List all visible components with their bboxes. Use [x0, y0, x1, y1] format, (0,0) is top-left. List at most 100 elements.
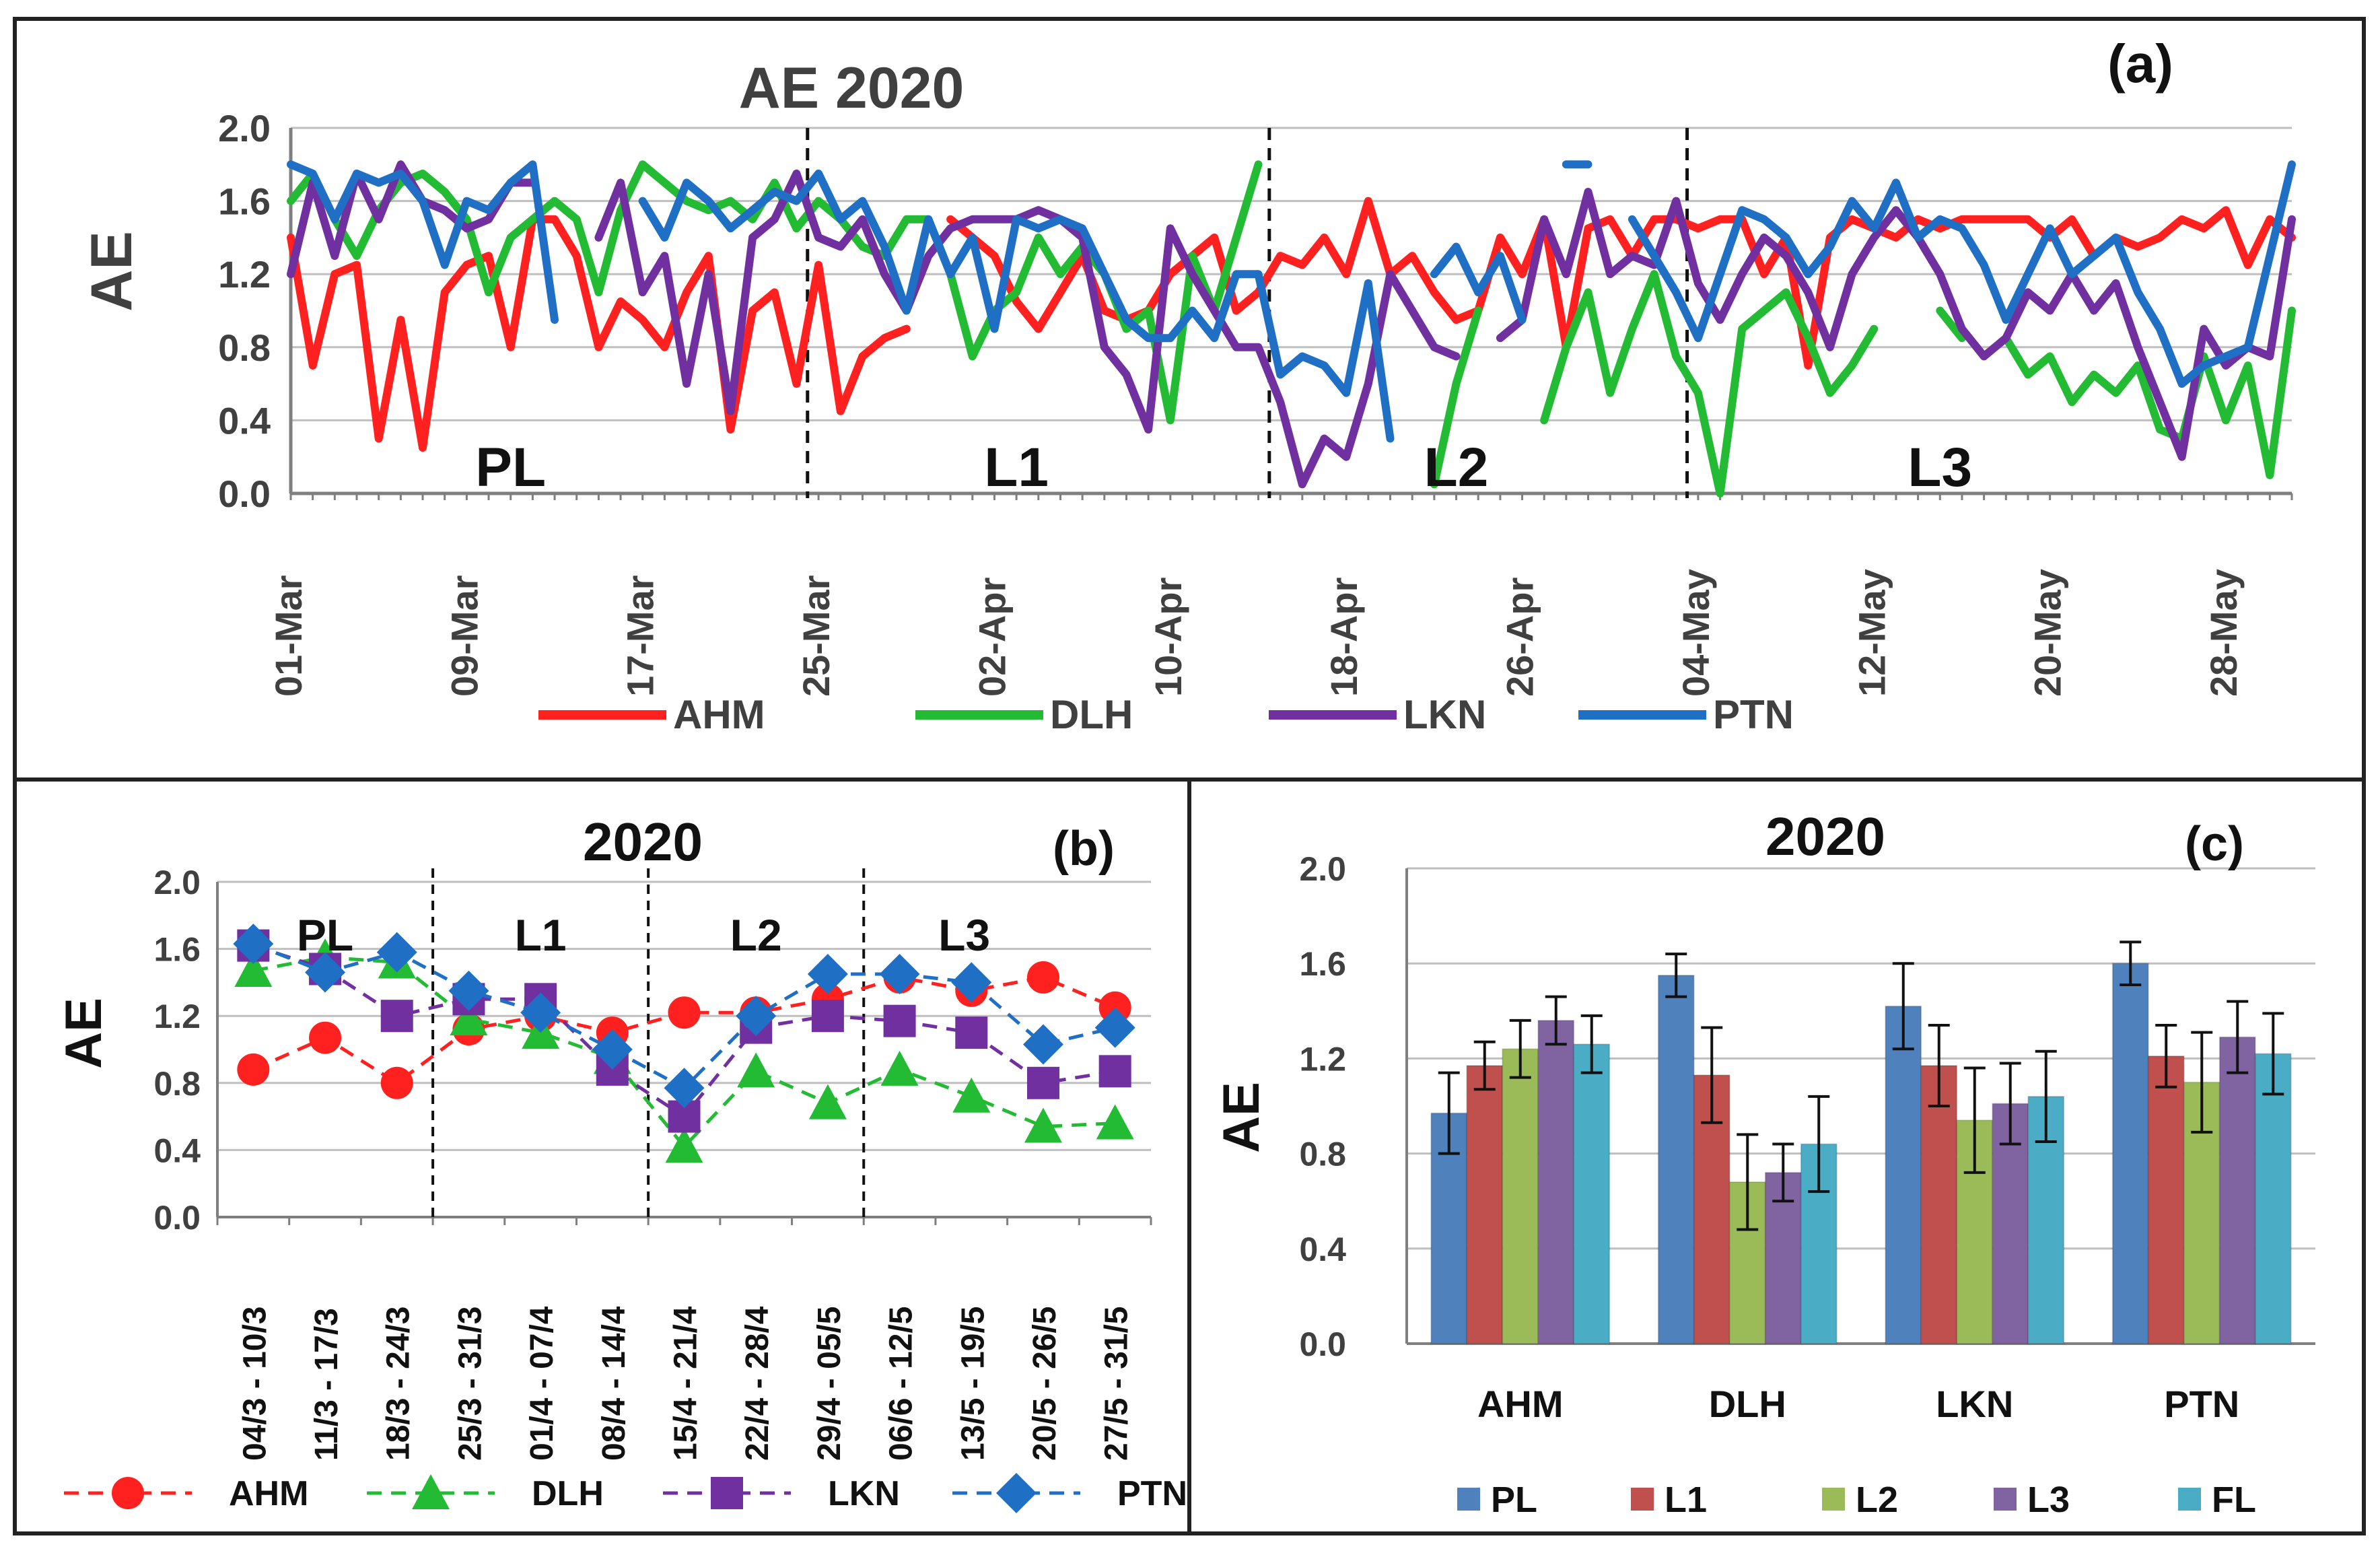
- panel-b-legend-label: PTN: [1117, 1474, 1187, 1513]
- panel-c-category-label: AHM: [1477, 1383, 1564, 1425]
- panel-a-y-tick: 0.4: [218, 399, 271, 442]
- panel-b-point-dlh: [1024, 1107, 1062, 1143]
- panel-b-point-ahm: [1026, 961, 1059, 994]
- panel-b-y-tick: 1.2: [153, 998, 201, 1035]
- panel-b-point-ahm: [668, 996, 701, 1029]
- panel-c-legend-swatch: [1631, 1488, 1654, 1511]
- panel-c-legend-swatch: [1822, 1488, 1845, 1511]
- panel-b-x-tick: 06/6 - 12/5: [884, 1307, 919, 1461]
- panel-b-label: (b): [1053, 822, 1115, 876]
- panel-b-point-dlh: [808, 1084, 847, 1119]
- panel-b-phase-label: PL: [297, 910, 353, 960]
- panel-b-legend-label: DLH: [532, 1474, 604, 1513]
- panel-a-phase-dividers: [806, 128, 1689, 498]
- panel-a-legend-label: AHM: [673, 692, 765, 737]
- panel-b-x-tick: 27/5 - 31/5: [1099, 1307, 1135, 1461]
- panel-b-point-ahm: [309, 1021, 342, 1054]
- panel-c-legend-swatch: [1457, 1488, 1480, 1511]
- panel-a-x-tick: 01-Mar: [267, 575, 310, 697]
- panel-a-x-tick: 26-Apr: [1499, 578, 1541, 697]
- panel-b-x-tick: 11/3 - 17/3: [309, 1308, 345, 1461]
- panel-b-point-ptn: [520, 992, 561, 1033]
- panel-a-chart: 0.0 0.4 0.8 1.2 1.6 2.0 01-Mar 09-Mar 17-Mar 25-…: [79, 34, 2296, 737]
- panel-c-bar-l3: [2218, 1036, 2256, 1344]
- panel-b-point-lkn: [811, 1000, 844, 1033]
- panel-b-point-dlh: [1096, 1104, 1134, 1140]
- panel-c-bar-pl: [1885, 1005, 1922, 1344]
- panel-b-y-tick-labels: 0.0 0.4 0.8 1.2 1.6 2.0: [153, 864, 201, 1237]
- panel-a-y-tick: 0.0: [218, 473, 271, 515]
- panel-a-y-tick: 1.2: [218, 253, 271, 296]
- panel-b-point-ptn: [664, 1068, 705, 1109]
- panel-a-x-tick: 25-Mar: [795, 575, 837, 697]
- panel-c-bar-pl: [1657, 974, 1695, 1344]
- panel-a-frame: [13, 17, 2366, 782]
- panel-c-bar-l1: [1466, 1064, 1504, 1344]
- panel-b-legend-marker: [996, 1473, 1037, 1513]
- panel-b-point-ptn: [1094, 1007, 1135, 1048]
- panel-b-legend-marker: [412, 1474, 450, 1509]
- panel-a-phase-label: L1: [984, 437, 1049, 498]
- panel-a-title: AE 2020: [739, 56, 965, 120]
- panel-b-point-ahm: [237, 1053, 270, 1086]
- panel-a-legend-label: LKN: [1403, 692, 1486, 737]
- panel-c-title: 2020: [1765, 806, 1885, 866]
- panel-a-y-tick-labels: 0.0 0.4 0.8 1.2 1.6 2.0: [218, 107, 271, 515]
- panel-b-legend-marker: [112, 1477, 144, 1509]
- panel-c-legend-swatch: [1994, 1488, 2017, 1511]
- panel-c-bar-pl: [2111, 963, 2149, 1344]
- panel-b-point-dlh: [450, 1000, 488, 1036]
- panel-b-gridlines: [216, 880, 1152, 1225]
- panel-a-phase-label: L3: [1908, 437, 1972, 498]
- panel-b-point-ahm: [380, 1066, 413, 1099]
- panel-a-legend-label: PTN: [1713, 692, 1794, 737]
- panel-b-y-tick: 1.6: [153, 931, 201, 969]
- panel-c-category-label: PTN: [2164, 1383, 2239, 1425]
- panel-b-point-dlh: [665, 1128, 703, 1163]
- panel-a-gridlines: [289, 127, 2293, 500]
- panel-c-legend-label: L3: [2027, 1480, 2070, 1520]
- panel-b-point-dlh: [234, 951, 273, 987]
- panel-a-series-ahm: [287, 197, 2296, 452]
- panel-b-point-ptn: [1022, 1024, 1063, 1065]
- panel-b-phase-label: L3: [938, 910, 990, 960]
- panel-b-point-lkn: [955, 1016, 988, 1049]
- panel-b-x-tick: 22/4 - 28/4: [740, 1306, 775, 1461]
- panel-b-x-tick: 18/3 - 24/3: [381, 1307, 417, 1461]
- panel-a-legend: AHM DLH LKN PTN: [538, 692, 1794, 737]
- panel-c-bar-l3: [1537, 1019, 1575, 1345]
- panel-b-point-ptn: [305, 952, 346, 993]
- panel-b-x-tick: 01/4 - 07/4: [524, 1306, 560, 1461]
- panel-b-point-ptn: [592, 1029, 633, 1070]
- panel-b-chart: 0.0 0.4 0.8 1.2 1.6 2.0 04/3 - 10/3 11/3 - 17/…: [55, 812, 1187, 1513]
- panel-b-series: [233, 924, 1135, 1163]
- panel-c-y-tick: 0.4: [1299, 1231, 1346, 1268]
- panel-b-point-ptn: [376, 932, 417, 973]
- panel-b-y-tick: 2.0: [153, 864, 201, 901]
- panel-a-phase-labels: PL L1 L2 L3: [475, 437, 1972, 498]
- panel-b-x-tick: 25/3 - 31/3: [452, 1307, 488, 1461]
- panel-a-x-tick: 28-May: [2202, 569, 2245, 697]
- panel-b-x-tick: 08/4 - 14/4: [596, 1306, 632, 1461]
- panel-c-y-tick: 1.6: [1299, 945, 1346, 983]
- panel-c-category-labels: AHM DLH LKN PTN: [1477, 1383, 2239, 1425]
- panel-a-x-tick: 18-Apr: [1323, 578, 1365, 697]
- panel-a-y-tick: 1.6: [218, 180, 271, 223]
- panel-c-ylabel: AE: [1213, 1082, 1270, 1153]
- panel-c-y-tick: 0.8: [1299, 1136, 1346, 1173]
- panel-a-x-tick: 09-Mar: [443, 575, 485, 697]
- panel-c-legend-swatch: [2178, 1488, 2201, 1511]
- panel-b-y-tick: 0.4: [153, 1132, 201, 1169]
- panel-b-phase-label: L1: [515, 910, 567, 960]
- panel-c-legend-label: L1: [1665, 1480, 1707, 1520]
- panel-b-legend-label: LKN: [828, 1474, 900, 1513]
- panel-c-bar-fl: [1573, 1043, 1611, 1344]
- panel-a-phase-label: PL: [475, 437, 546, 498]
- panel-a-x-tick: 20-May: [2027, 569, 2069, 697]
- panel-b-legend-label: AHM: [229, 1474, 308, 1513]
- panel-b-point-ptn: [233, 924, 274, 965]
- panel-c-label: (c): [2185, 817, 2244, 871]
- panel-a-x-tick: 02-Apr: [971, 578, 1013, 697]
- panel-a-label: (a): [2107, 34, 2173, 94]
